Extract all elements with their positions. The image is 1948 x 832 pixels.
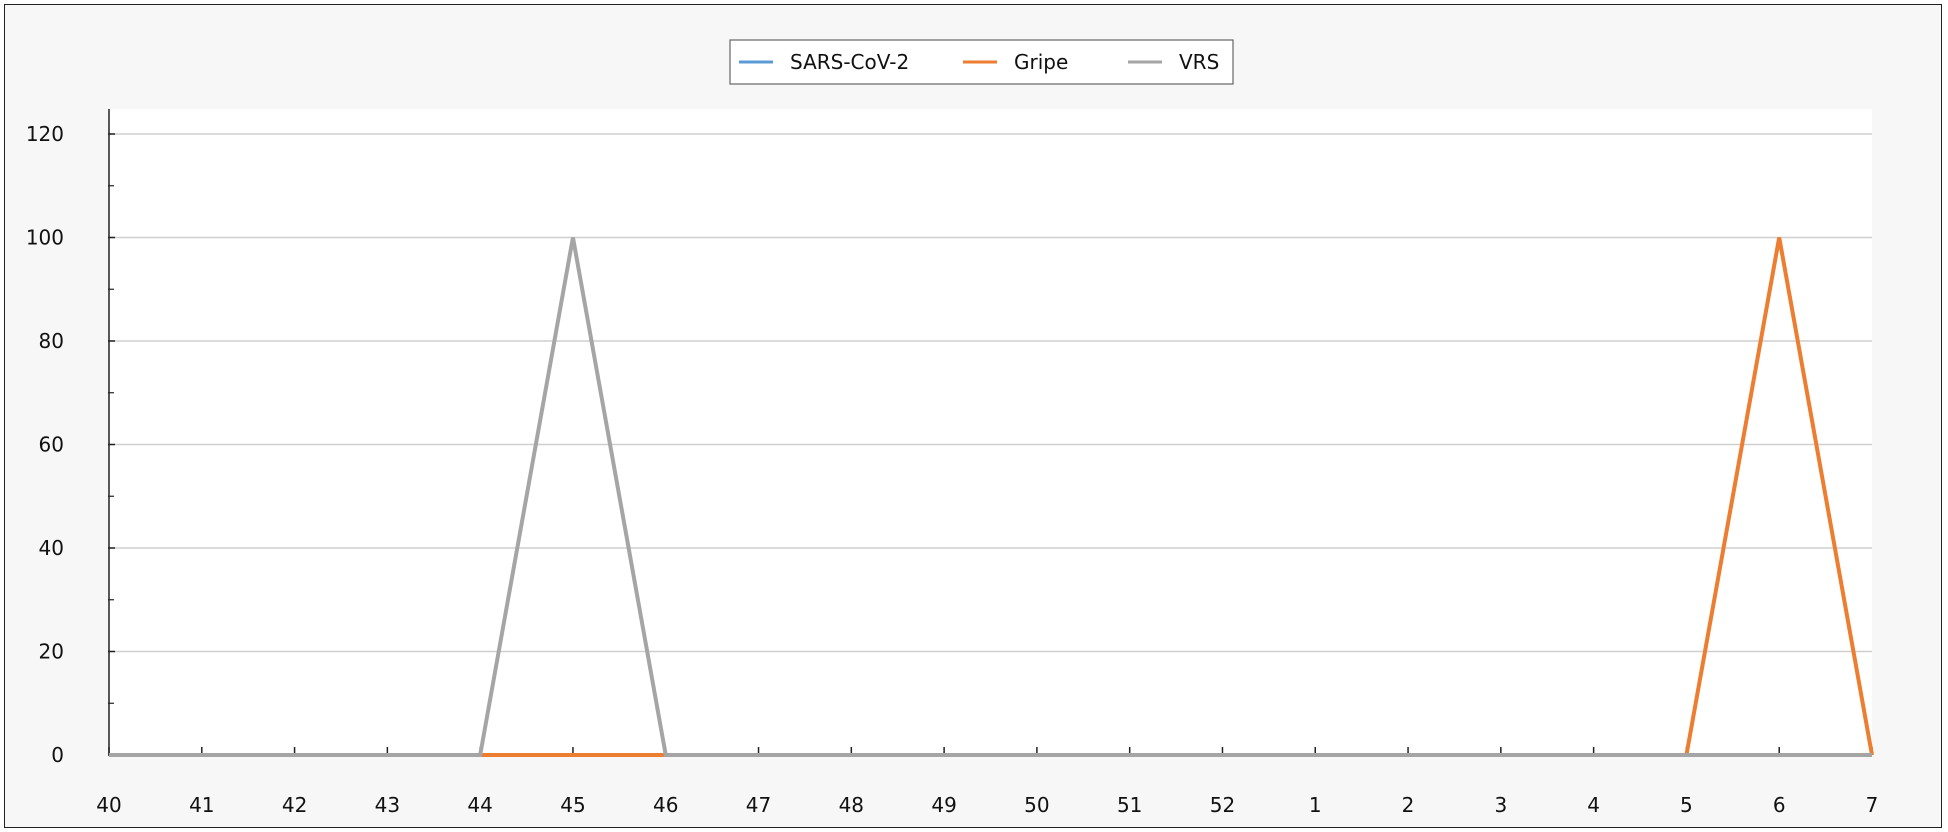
y-tick-label: 20 [39, 640, 64, 664]
x-tick-label: 6 [1773, 793, 1786, 817]
plot-area [109, 109, 1872, 755]
x-tick-label: 48 [839, 793, 864, 817]
x-tick-label: 3 [1494, 793, 1507, 817]
x-tick-label: 5 [1680, 793, 1693, 817]
y-tick-label: 60 [39, 433, 64, 457]
x-tick-label: 43 [375, 793, 400, 817]
x-tick-label: 47 [746, 793, 771, 817]
legend-label: Gripe [1014, 50, 1068, 74]
y-tick-label: 40 [39, 536, 64, 560]
x-tick-label: 49 [931, 793, 956, 817]
x-tick-label: 7 [1866, 793, 1879, 817]
x-tick-label: 51 [1117, 793, 1142, 817]
x-tick-label: 2 [1402, 793, 1415, 817]
y-tick-label: 0 [51, 743, 64, 767]
x-tick-label: 44 [467, 793, 492, 817]
y-tick-label: 120 [26, 122, 64, 146]
x-tick-label: 45 [560, 793, 585, 817]
x-axis-ticks: 40 41 42 43 44 45 46 47 48 49 50 51 52 1 2 3 4 5 6 7 [96, 747, 1878, 817]
x-tick-label: 52 [1210, 793, 1235, 817]
y-tick-label: 80 [39, 329, 64, 353]
x-tick-label: 46 [653, 793, 678, 817]
grid-lines [109, 133, 1872, 653]
y-axis-ticks: 0 20 40 60 80 100 120 [26, 122, 115, 767]
legend-label: SARS-CoV-2 [790, 50, 909, 74]
legend-label: VRS [1179, 50, 1219, 74]
legend: SARS-CoV-2 Gripe VRS [729, 39, 1234, 85]
x-tick-label: 40 [96, 793, 121, 817]
y-tick-label: 100 [26, 226, 64, 250]
series-lines [109, 237, 1874, 757]
x-tick-label: 42 [282, 793, 307, 817]
series-line-vrs [109, 237, 1872, 757]
x-tick-label: 4 [1587, 793, 1600, 817]
x-tick-label: 50 [1024, 793, 1049, 817]
x-tick-label: 1 [1309, 793, 1322, 817]
x-tick-label: 41 [189, 793, 214, 817]
